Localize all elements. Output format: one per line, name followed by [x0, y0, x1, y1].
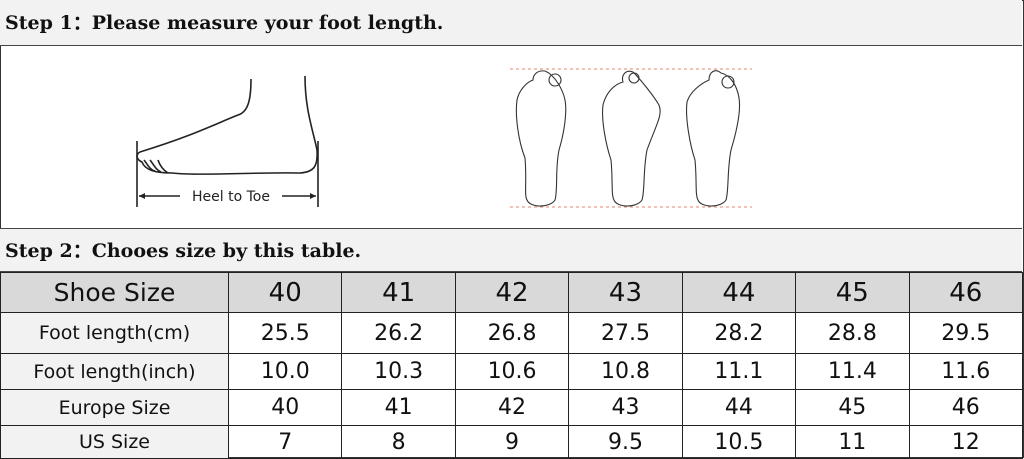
size-table: Shoe Size 40 41 42 43 44 45 46 Foot leng…: [0, 272, 1024, 459]
sole-icon: [515, 70, 567, 207]
table-cell: 41: [341, 389, 456, 426]
row-label: US Size: [0, 425, 229, 459]
table-cell: 9.5: [568, 425, 683, 459]
table-header-row: Shoe Size 40 41 42 43 44 45 46: [0, 272, 1024, 313]
table-cell: 40: [227, 389, 343, 426]
table-cell: 42: [454, 389, 570, 426]
table-row: Foot length(cm) 25.5 26.2 26.8 27.5 28.2…: [0, 312, 1024, 354]
table-row: US Size 7 8 9 9.5 10.5 11 12: [0, 425, 1024, 459]
row-label: Europe Size: [0, 389, 229, 426]
table-cell: 7: [227, 425, 343, 459]
table-cell: 10.5: [681, 425, 797, 459]
table-header-cell: 45: [795, 272, 910, 313]
table-cell: 27.5: [568, 312, 683, 354]
heel-to-toe-label: Heel to Toe: [192, 189, 270, 205]
row-label: Foot length(cm): [0, 312, 229, 354]
sole-icon: [602, 70, 661, 207]
table-cell: 44: [681, 389, 797, 426]
measure-illustration: Heel to Toe: [0, 46, 1022, 228]
table-row: Europe Size 40 41 42 43 44 45 46: [0, 389, 1024, 426]
table-cell: 26.2: [341, 312, 456, 354]
table-header-cell: 44: [681, 272, 797, 313]
table-header-cell: 42: [454, 272, 570, 313]
table-cell: 28.2: [681, 312, 797, 354]
table-header-cell: 40: [227, 272, 343, 313]
step2-heading: Step 2：Chooes size by this table.: [0, 228, 1022, 272]
table-cell: 26.8: [454, 312, 570, 354]
table-cell: 45: [795, 389, 910, 426]
table-header-cell: 43: [568, 272, 683, 313]
table-cell: 10.8: [568, 353, 683, 390]
table-cell: 11.6: [908, 353, 1024, 390]
foot-side-diagram: Heel to Toe: [136, 75, 319, 207]
table-cell: 12: [908, 425, 1024, 459]
table-header-cell: Shoe Size: [0, 272, 229, 313]
sole-icon: [686, 70, 741, 207]
table-header-cell: 46: [908, 272, 1024, 313]
table-cell: 10.6: [454, 353, 570, 390]
table-cell: 25.5: [227, 312, 343, 354]
table-header-cell: 41: [341, 272, 456, 313]
table-cell: 10.3: [341, 353, 456, 390]
table-cell: 11.4: [795, 353, 910, 390]
row-label: Foot length(inch): [0, 353, 229, 390]
foot-soles-diagram: [510, 68, 752, 208]
table-cell: 11: [795, 425, 910, 459]
table-cell: 46: [908, 389, 1024, 426]
table-cell: 11.1: [681, 353, 797, 390]
step1-heading: Step 1：Please measure your foot length.: [0, 0, 1022, 46]
table-cell: 28.8: [795, 312, 910, 354]
table-row: Foot length(inch) 10.0 10.3 10.6 10.8 11…: [0, 353, 1024, 390]
table-cell: 8: [341, 425, 456, 459]
table-cell: 10.0: [227, 353, 343, 390]
table-cell: 29.5: [908, 312, 1024, 354]
table-cell: 9: [454, 425, 570, 459]
table-cell: 43: [568, 389, 683, 426]
